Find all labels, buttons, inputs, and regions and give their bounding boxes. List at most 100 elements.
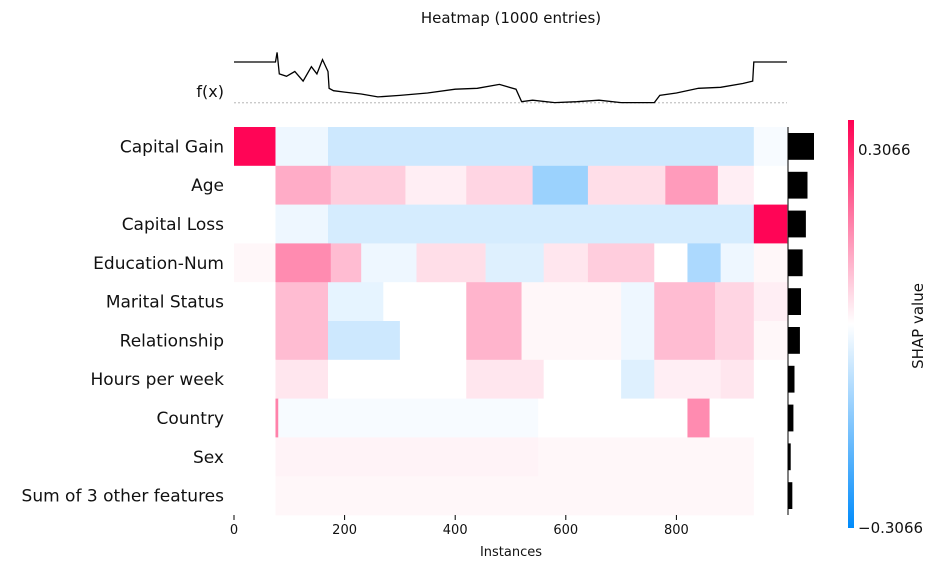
- feature-label: Marital Status: [106, 293, 224, 313]
- heatmap-cell: [275, 359, 329, 399]
- heatmap-cell: [416, 243, 486, 283]
- heatmap-cell: [753, 321, 788, 361]
- heatmap-cell: [687, 243, 721, 283]
- heatmap-cell: [753, 243, 788, 283]
- importance-bar: [788, 327, 800, 354]
- feature-label: Sex: [193, 448, 224, 468]
- feature-label: Capital Gain: [120, 137, 224, 157]
- heatmap-cell: [234, 165, 276, 205]
- heatmap-cell: [717, 165, 755, 205]
- fx-panel: f(x): [196, 52, 787, 104]
- colorbar-label: SHAP value: [909, 283, 927, 369]
- x-tick-label: 0: [230, 523, 238, 538]
- heatmap-cell: [753, 165, 788, 205]
- heatmap-cell: [361, 243, 417, 283]
- heatmap-cell: [275, 398, 279, 438]
- heatmap-cell: [532, 165, 589, 205]
- heatmap-cell: [521, 282, 622, 322]
- heatmap-cell: [753, 437, 788, 477]
- importance-bar: [788, 171, 808, 199]
- heatmap-cell: [621, 321, 655, 361]
- heatmap-cell: [753, 127, 788, 167]
- heatmap-cell: [621, 282, 655, 322]
- heatmap-cell: [234, 359, 276, 399]
- heatmap-cell: [234, 398, 276, 438]
- heatmap-cell: [753, 204, 788, 244]
- heatmap-cell: [543, 243, 589, 283]
- feature-label: Capital Loss: [122, 215, 224, 235]
- heatmap-cell: [753, 359, 788, 399]
- colorbar-min-label: −0.3066: [858, 519, 923, 537]
- importance-bar: [788, 288, 801, 315]
- heatmap-cell: [654, 359, 721, 399]
- heatmap-cell: [621, 359, 655, 399]
- heatmap-cell: [720, 243, 755, 283]
- heatmap-cell: [234, 127, 276, 167]
- heatmap-cell: [275, 437, 539, 477]
- importance-bar: [788, 210, 806, 238]
- heatmap-cell: [587, 165, 666, 205]
- heatmap-cell: [278, 398, 539, 438]
- heatmap-cell: [275, 476, 755, 516]
- heatmap-cell: [234, 321, 276, 361]
- colorbar-max-label: 0.3066: [858, 141, 911, 159]
- heatmap-cell: [466, 359, 544, 399]
- heatmap-cell: [275, 127, 329, 167]
- heatmap-cell: [275, 282, 329, 322]
- heatmap-cell: [234, 282, 276, 322]
- heatmap-cell: [275, 321, 329, 361]
- x-tick-label: 200: [332, 523, 357, 538]
- heatmap-cell: [715, 282, 755, 322]
- colorbar: 0.3066 −0.3066 SHAP value: [848, 120, 927, 537]
- heatmap-cell: [328, 321, 401, 361]
- heatmap-cell: [466, 165, 533, 205]
- heatmap-cell: [665, 165, 719, 205]
- heatmap-cell: [466, 282, 522, 322]
- importance-bar: [788, 365, 795, 393]
- feature-label: Education-Num: [93, 254, 224, 274]
- heatmap-cell: [654, 321, 716, 361]
- importance-bar: [788, 404, 794, 432]
- heatmap-cell: [405, 165, 467, 205]
- heatmap-cell: [234, 476, 276, 516]
- heatmap-cell: [466, 321, 522, 361]
- heatmap-cell: [234, 437, 276, 477]
- importance-bar: [788, 482, 793, 509]
- heatmap-cell: [687, 398, 710, 438]
- heatmap-cell: [654, 282, 716, 322]
- feature-label: Sum of 3 other features: [22, 487, 225, 507]
- heatmap-cell: [753, 476, 788, 516]
- heatmap-cell: [330, 243, 362, 283]
- heatmap-grid: [234, 127, 788, 516]
- chart-title: Heatmap (1000 entries): [421, 9, 601, 27]
- feature-label: Age: [191, 176, 224, 196]
- heatmap-cell: [383, 282, 467, 322]
- heatmap-cell: [275, 165, 332, 205]
- x-axis: Instances 0 200 400 600 800: [230, 515, 689, 560]
- heatmap-cell: [234, 243, 276, 283]
- heatmap-cell: [328, 127, 755, 167]
- heatmap-cell: [654, 243, 688, 283]
- heatmap-cell: [275, 243, 332, 283]
- heatmap-cell: [587, 243, 655, 283]
- feature-label: Country: [156, 409, 224, 429]
- heatmap-cell: [328, 282, 384, 322]
- x-tick-label: 800: [664, 523, 689, 538]
- heatmap-cell: [485, 243, 544, 283]
- feature-label: Relationship: [120, 331, 224, 351]
- fx-label: f(x): [196, 82, 224, 101]
- heatmap-cell: [538, 398, 688, 438]
- colorbar-gradient: [848, 120, 854, 528]
- heatmap-cell: [521, 321, 622, 361]
- importance-bar: [788, 249, 803, 277]
- heatmap-cell: [275, 204, 329, 244]
- heatmap-cell: [234, 204, 276, 244]
- x-tick-label: 600: [553, 523, 578, 538]
- feature-labels: Capital Gain Age Capital Loss Education-Num…: [22, 137, 225, 506]
- heatmap-cell: [328, 204, 755, 244]
- importance-bar: [788, 133, 814, 160]
- heatmap-cell: [330, 165, 406, 205]
- importance-bar: [788, 443, 791, 471]
- x-axis-label: Instances: [480, 545, 542, 560]
